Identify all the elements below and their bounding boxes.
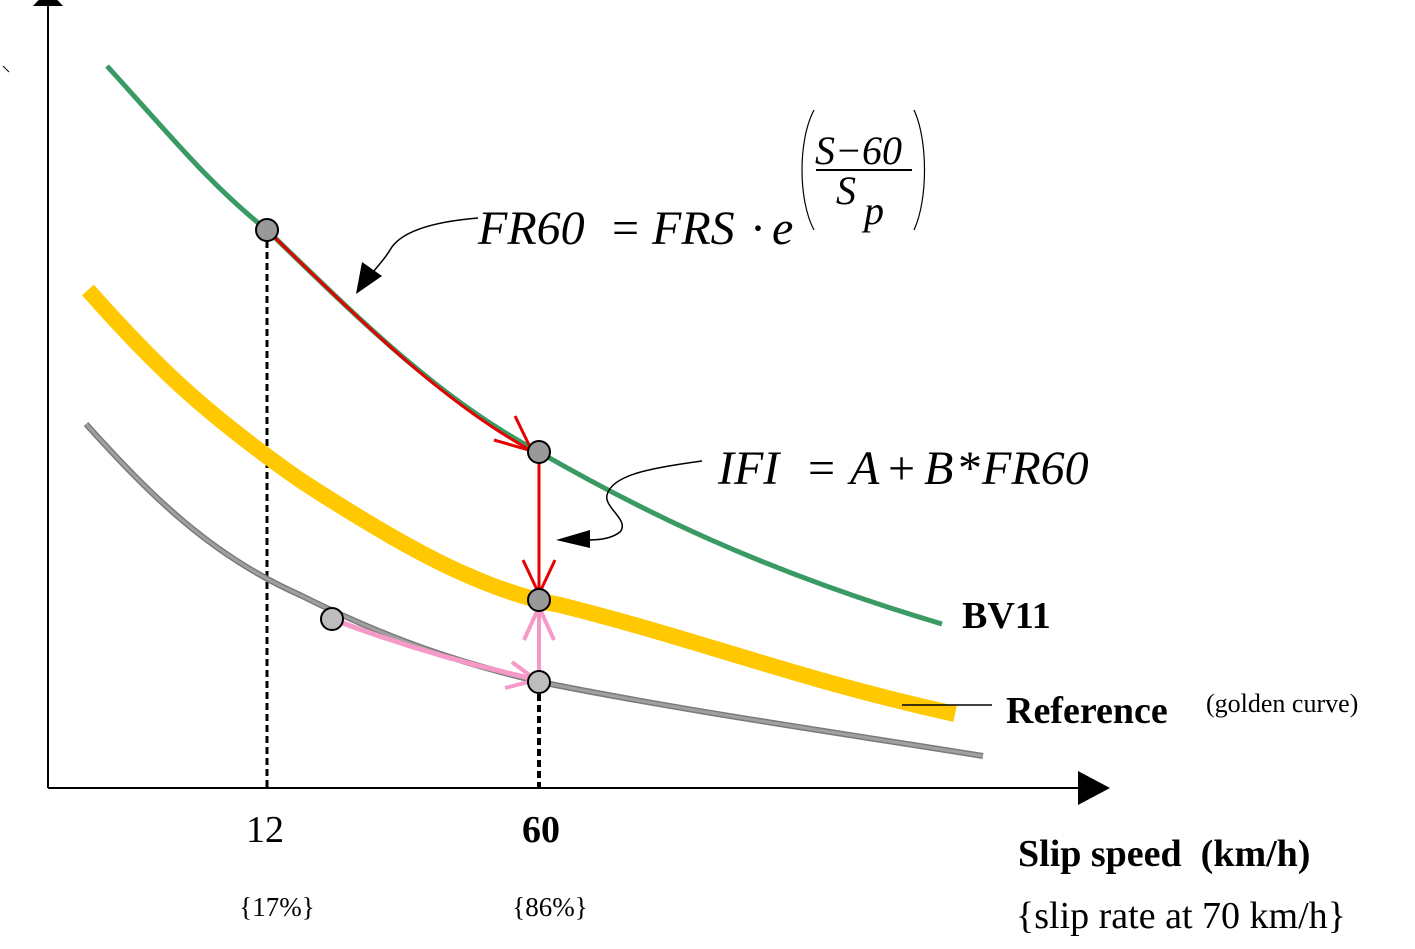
ifi-callout-pointer: [584, 460, 703, 541]
x-axis-arrowhead: [1078, 771, 1110, 805]
ifi-b: B: [924, 442, 953, 495]
fr60-dot: ·: [750, 202, 766, 255]
fr60-exp-base: e: [772, 202, 793, 255]
point-reference-at-60: [527, 588, 551, 612]
ifi-equals: =: [808, 442, 835, 495]
ifi-times: *: [958, 442, 982, 495]
point-bv11-at-60: [527, 440, 551, 464]
fr60-formula: FR60 = FRS · e S−60 S p: [477, 109, 926, 255]
ifi-formula: IFI = A + B * FR60: [717, 442, 1089, 495]
y-axis-tick-mark: [2, 65, 10, 73]
exponent-denominator: S: [836, 168, 856, 213]
reference-label: Reference: [1006, 690, 1168, 732]
ifi-callout-arrowhead: [556, 530, 590, 548]
tick-note-12: {17%}: [239, 892, 314, 922]
exponent-numerator: S−60: [815, 128, 902, 173]
point-measured-start: [320, 607, 344, 631]
exponent-left-paren: [801, 109, 815, 231]
transform-arrow-along-curve: [265, 228, 531, 452]
fr60-equals: =: [612, 202, 639, 255]
tick-label-12: 12: [246, 809, 284, 851]
exponent-denominator-subscript: p: [861, 188, 884, 233]
reference-note: (golden curve): [1206, 689, 1358, 718]
ifi-fr60: FR60: [981, 442, 1089, 495]
ifi-lhs: IFI: [717, 442, 781, 495]
tick-note-60: {86%}: [512, 892, 587, 922]
x-axis-label: Slip speed (km/h): [1018, 833, 1310, 875]
reference-golden-curve: [82, 284, 957, 722]
ifi-plus: +: [888, 442, 915, 495]
x-axis-sublabel: {slip rate at 70 km/h}: [1016, 895, 1346, 937]
point-measured-at-60: [527, 670, 551, 694]
tick-label-60: 60: [522, 809, 560, 851]
calibration-arrow-along-curve: [331, 616, 535, 682]
ifi-a: A: [847, 442, 880, 495]
fr60-lhs: FR60: [477, 202, 585, 255]
point-bv11-at-12: [255, 218, 279, 242]
exponent-right-paren: [913, 109, 926, 231]
bv11-label: BV11: [962, 595, 1051, 637]
y-axis-arrowhead: [33, 0, 63, 6]
fr60-frs: FRS: [651, 202, 735, 255]
fr60-callout-arrowhead: [356, 262, 382, 294]
